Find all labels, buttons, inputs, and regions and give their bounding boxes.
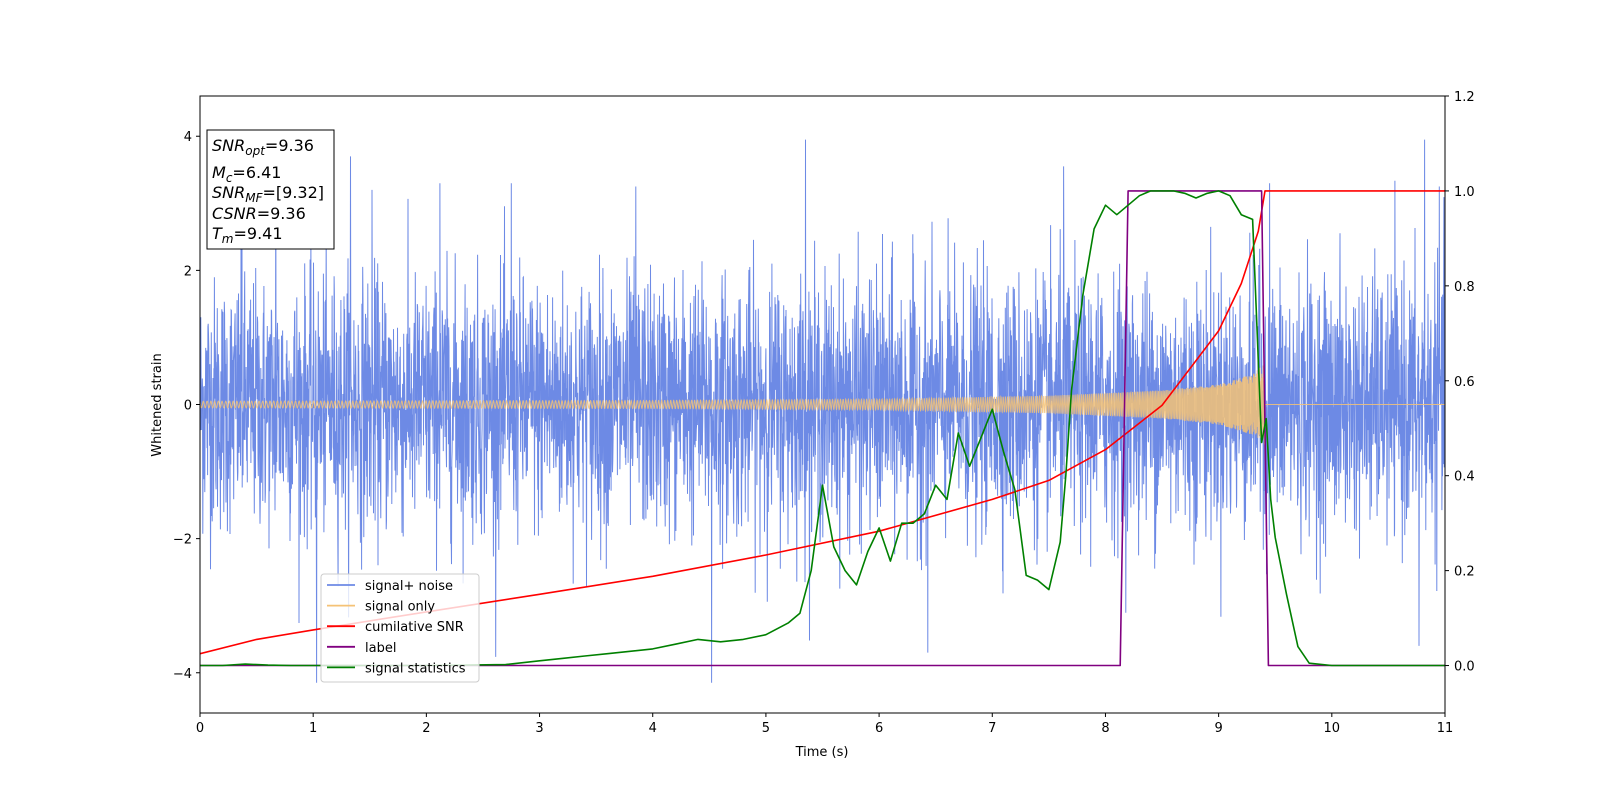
series-signal-only-line [200,364,1445,445]
x-tick-label: 5 [762,721,770,736]
y-right-tick-label: 0.6 [1454,375,1475,390]
info-box-line: Tm=9.41 [212,224,283,246]
y-right-tick-label: 0.4 [1454,470,1475,485]
y-tick-label: 0 [184,399,192,414]
legend-label: signal only [365,600,435,615]
x-tick-label: 8 [1101,721,1109,736]
y-right-tick-label: 1.0 [1454,185,1475,200]
x-tick-label: 0 [196,721,204,736]
y-right-tick-label: 1.2 [1454,90,1475,105]
info-box-line: CSNR=9.36 [212,204,306,223]
info-box-line: SNRopt=9.36 [212,136,314,158]
legend: signal+ noise signal only cumilative SNR la… [320,573,480,683]
info-box: SNRopt=9.36 Mc=6.41SNRMF=[9.32]CSNR=9.36T… [206,129,335,250]
legend-frame [320,573,480,683]
x-tick-label: 6 [875,721,883,736]
y-axis-label: Whitened strain [150,353,165,456]
x-tick-label: 1 [309,721,317,736]
x-tick-label: 7 [988,721,996,736]
legend-label: label [365,641,396,656]
legend-item-signal-noise: signal+ noise [327,579,453,594]
legend-label: signal+ noise [365,579,453,594]
axes-layer: 0 1 2 3 4 5 6 7 8 9 10 11 −4 −2 0 2 4 0.0 0.2 0.4 0.6 0.8 1.0 1… [173,90,1475,736]
legend-item-cumulative-snr: cumilative SNR [327,620,464,635]
y-tick-label: 2 [184,264,192,279]
series-label-line [200,190,1445,667]
info-box-line: SNRMF=[9.32] [212,183,324,205]
info-box-line: Mc=6.41 [212,163,281,185]
legend-item-label: label [327,641,396,656]
legend-label: signal statistics [365,661,466,676]
y-right-tick-label: 0.0 [1454,660,1475,675]
legend-label: cumilative SNR [365,620,464,635]
y-tick-label: 4 [184,130,192,145]
y-right-tick-label: 0.2 [1454,565,1475,580]
x-tick-label: 9 [1214,721,1222,736]
y-tick-label: −4 [173,667,192,682]
legend-item-signal-only: signal only [327,600,435,615]
info-box-frame [206,129,335,250]
y-right-tick-label: 0.8 [1454,280,1475,295]
x-tick-label: 4 [649,721,657,736]
series-signal-statistics-line [200,190,1445,667]
legend-item-signal-statistics: signal statistics [327,661,466,676]
x-tick-label: 11 [1437,721,1454,736]
x-axis-label: Time (s) [795,745,849,760]
x-tick-label: 10 [1324,721,1341,736]
x-tick-label: 3 [535,721,543,736]
x-tick-label: 2 [422,721,430,736]
y-tick-label: −2 [173,533,192,548]
